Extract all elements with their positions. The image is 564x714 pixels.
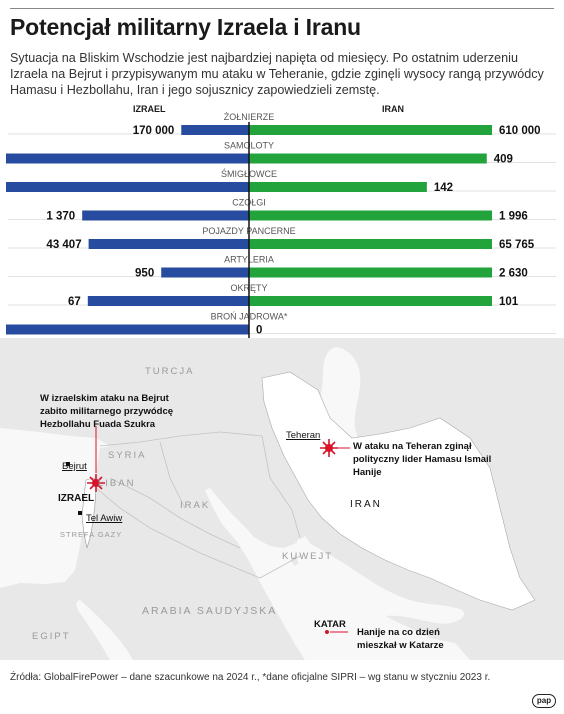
region-map xyxy=(0,338,564,660)
label-arabia: ARABIA SAUDYJSKA xyxy=(142,605,278,617)
label-kuwejt: KUWEJT xyxy=(282,551,334,562)
value-label-israel: 67 xyxy=(68,296,81,308)
map-mediterranean xyxy=(0,438,95,580)
label-liban: LIBAN xyxy=(98,478,136,489)
label-irak: IRAK xyxy=(180,500,211,511)
iran-shape xyxy=(261,371,536,611)
annotation-beirut: W izraelskim ataku na Bejrut zabito mili… xyxy=(40,393,174,430)
page-title: Potencjał militarny Izraela i Iranu xyxy=(10,14,361,40)
value-label-iran: 2 630 xyxy=(499,268,528,280)
legend-iran: IRAN xyxy=(382,104,404,114)
beirut-dot xyxy=(66,462,70,466)
tel-aviv-dot xyxy=(78,511,82,515)
bar-iran xyxy=(249,153,487,164)
value-label-iran: 1 996 xyxy=(499,211,528,223)
bar-israel xyxy=(87,296,250,306)
bar-israel xyxy=(161,267,249,278)
bar-iran xyxy=(249,182,427,192)
value-label-iran: 409 xyxy=(494,154,513,166)
top-rule xyxy=(10,8,554,9)
lead-paragraph: Sytuacja na Bliskim Wschodzie jest najba… xyxy=(10,51,544,97)
city-bejrut: Bejrut xyxy=(62,461,87,472)
annotation-qatar: Hanije na co dzień mieszkał w Katarze xyxy=(357,627,444,651)
label-katar: KATAR xyxy=(314,619,346,630)
bar-iran xyxy=(249,267,492,278)
value-label-iran: 610 000 xyxy=(499,125,541,137)
legend-israel: IZRAEL xyxy=(133,104,166,114)
label-syria: SYRIA xyxy=(108,450,147,461)
beirut-strike-marker xyxy=(87,474,105,492)
bar-israel xyxy=(88,239,249,249)
map-persian-gulf xyxy=(295,538,464,624)
source-note: Źródła: GlobalFirePower – dane szacunkow… xyxy=(10,672,491,683)
label-iran: IRAN xyxy=(350,499,382,510)
value-label-iran: 0 xyxy=(256,325,262,337)
label-egipt: EGIPT xyxy=(32,631,71,642)
pap-logo: pap xyxy=(532,694,556,708)
value-label-iran: 142 xyxy=(434,182,453,194)
value-label-iran: 101 xyxy=(499,296,519,308)
value-label-israel: 43 407 xyxy=(46,239,81,251)
value-label-israel: 1 370 xyxy=(46,211,75,223)
value-label-israel: 170 000 xyxy=(133,125,175,137)
tehran-strike-marker xyxy=(320,439,338,457)
map-borders xyxy=(95,431,301,579)
label-izrael: IZRAEL xyxy=(58,493,95,504)
city-tel-awiw: Tel Awiw xyxy=(86,513,123,524)
bar-iran xyxy=(249,239,492,249)
bar-israel xyxy=(181,125,249,135)
bar-iran xyxy=(249,296,492,306)
label-strefa-gazy: STREFA GAZY xyxy=(60,530,123,539)
value-label-iran: 65 765 xyxy=(499,239,535,251)
map-red-sea xyxy=(76,600,133,660)
annotation-tehran: W ataku na Teheran zginął polityczny lid… xyxy=(353,441,492,478)
category-label: ŻOŁNIERZE xyxy=(224,112,275,122)
qatar-dot xyxy=(325,630,329,634)
bar-israel xyxy=(6,182,249,192)
value-label-israel: 950 xyxy=(135,268,154,280)
bar-iran xyxy=(249,125,492,135)
label-turcja: TURCJA xyxy=(145,366,195,377)
bar-israel xyxy=(6,153,249,164)
bar-israel xyxy=(6,324,249,335)
map-land xyxy=(0,338,564,660)
city-teheran: Teheran xyxy=(286,430,321,441)
bar-iran xyxy=(249,210,492,221)
bar-israel xyxy=(82,210,249,221)
